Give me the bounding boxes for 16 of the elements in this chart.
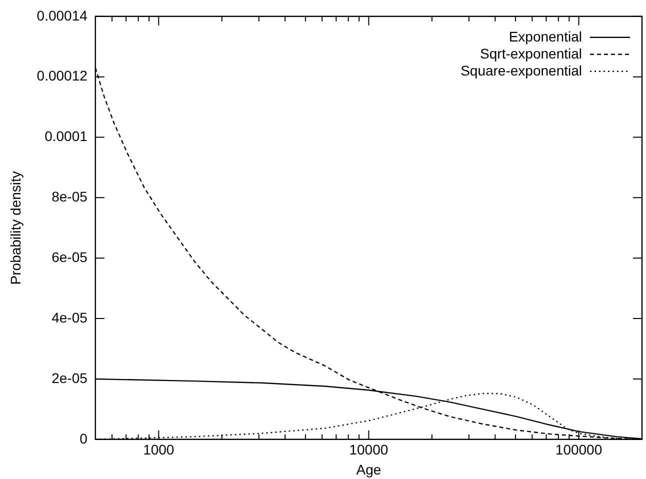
x-tick-label: 10000 <box>349 442 388 458</box>
y-tick-label: 6e-05 <box>52 248 88 265</box>
y-tick-label: 8e-05 <box>52 188 88 205</box>
x-tick-label: 1000 <box>143 442 174 458</box>
legend-label: Sqrt-exponential <box>480 45 582 62</box>
x-axis-title: Age <box>356 461 382 478</box>
legend-label: Square-exponential <box>460 62 582 78</box>
y-tick-label: 0 <box>80 430 88 446</box>
y-tick-label: 0.00012 <box>36 68 88 84</box>
y-tick-label: 0.0001 <box>44 128 88 144</box>
y-axis-title: Probability density <box>7 171 24 285</box>
y-tick-label: 0.00014 <box>36 7 88 24</box>
legend-label: Exponential <box>508 28 582 44</box>
y-tick-label: 4e-05 <box>52 309 88 326</box>
x-tick-label: 100000 <box>555 442 602 458</box>
y-tick-label: 2e-05 <box>52 370 88 386</box>
